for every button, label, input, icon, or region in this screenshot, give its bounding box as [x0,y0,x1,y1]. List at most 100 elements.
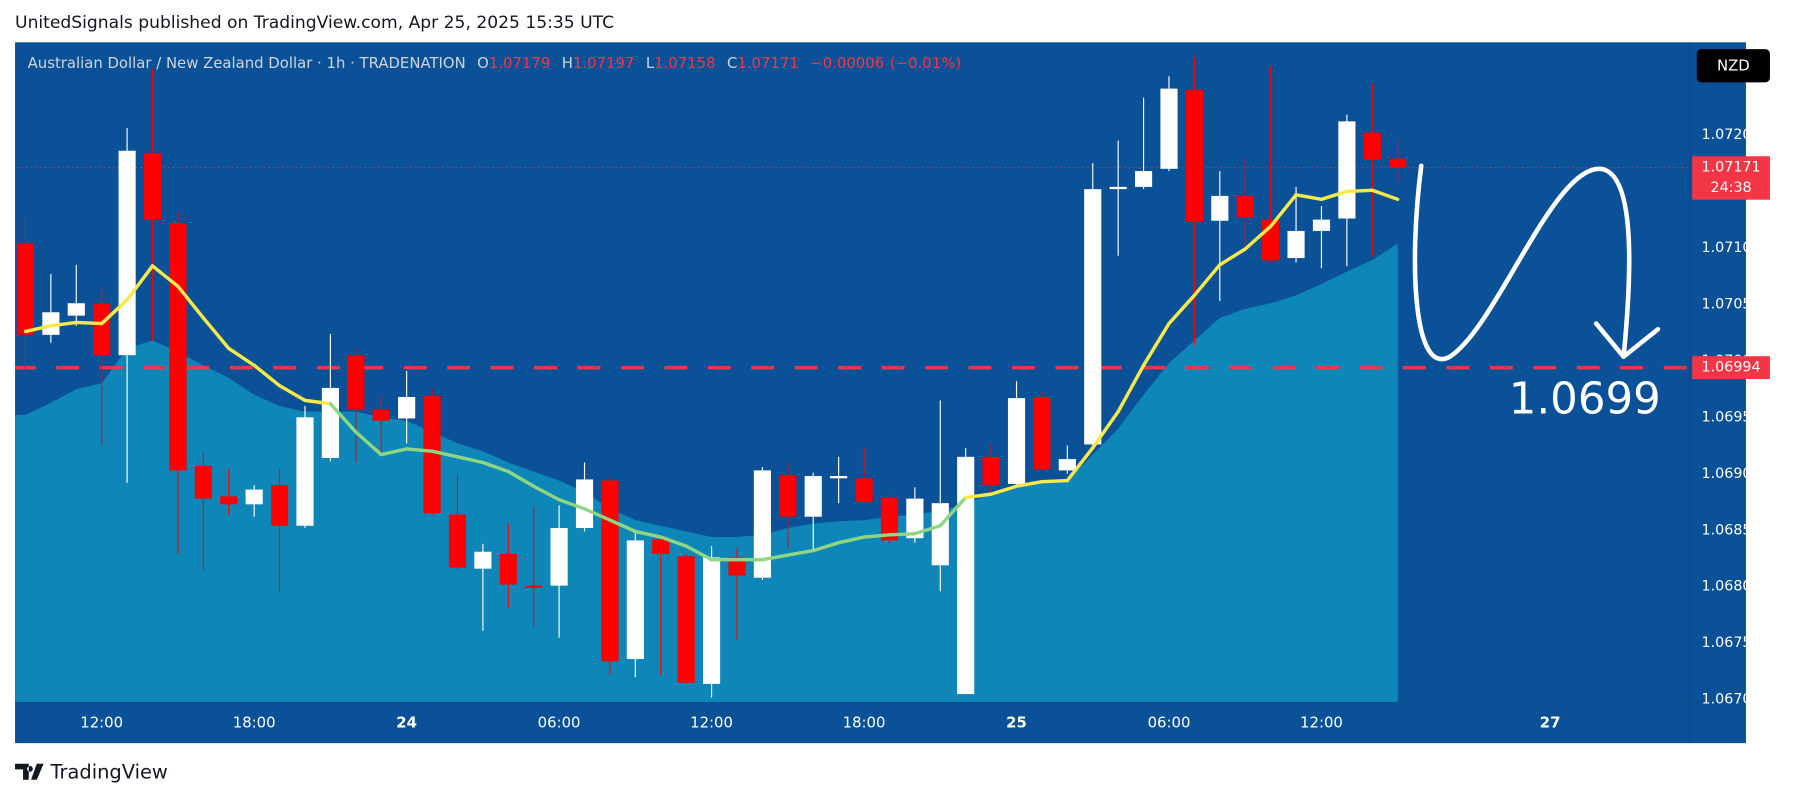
ma-line [201,316,231,351]
ma-line [74,320,104,326]
candle-body [1033,396,1051,470]
candle-body [1236,195,1254,218]
ma-line [633,529,663,539]
logo-icon [15,763,44,780]
ma-line [430,449,460,459]
last-price-label: 1.07171 [1702,160,1761,176]
candle-body [1389,158,1407,168]
ma-line [1319,189,1349,202]
x-tick-label: 25 [1006,714,1027,732]
ma-line [786,548,815,557]
candle-body [906,498,924,539]
currency-badge [1696,49,1770,83]
logo-text: TradingView [49,760,167,783]
ma-line [125,264,155,302]
candle-body [652,539,670,554]
x-tick-label: 12:00 [80,714,123,732]
plot-area [15,56,1690,702]
candle-body [703,557,721,684]
candle-body [880,497,899,541]
ma-line [277,383,307,403]
ma-line [1116,363,1146,414]
candle-body [321,387,339,458]
ma-line [1294,193,1324,202]
candle-body [423,395,441,514]
candle-body [448,514,467,568]
x-tick-label: 24 [396,714,417,732]
y-tick-label: 1.06900 [1702,466,1761,482]
candle-body [93,303,111,356]
candle-body [42,312,60,335]
candle-body [1211,195,1229,221]
candle-body [1185,89,1203,222]
candle-body [601,480,619,662]
ma-area [15,243,1398,702]
ma-line [1065,446,1095,483]
ma-line [608,518,638,534]
candle-body [1084,189,1102,445]
tradingview-logo: TradingView [15,760,168,783]
ma-line [1268,193,1298,229]
x-tick-label: 27 [1540,714,1561,732]
ma-line [227,346,256,368]
candle-body [245,489,263,505]
ma-line [557,498,587,511]
ma-line [455,455,485,465]
x-tick-label: 06:00 [1148,714,1191,732]
ma-line [354,430,383,457]
symbol-legend: Australian Dollar / New Zealand Dollar ·… [28,54,962,72]
y-tick-label: 1.06800 [1702,579,1761,595]
candle-body [550,528,568,586]
candle-body [1160,88,1178,169]
candle-body [1287,230,1305,259]
y-tick-label: 1.06750 [1702,635,1761,651]
ma-line [938,495,968,528]
legend-value: 1.07171 [737,54,798,72]
candle-body [296,417,314,526]
ma-line [1345,188,1374,194]
candle-body [957,456,975,695]
legend-letter: L [646,54,655,72]
drawn-arrow [1412,163,1632,362]
candle-body [194,465,212,499]
price-annotation: 1.0699 [1509,374,1661,424]
ma-line [49,320,78,328]
candle-body [16,243,35,335]
candle-body [67,303,85,316]
ma-line [582,507,612,522]
ma-line [1141,321,1171,368]
ma-line [659,535,688,548]
legend-value: 1.07158 [654,54,715,72]
last-price-box [1692,156,1770,200]
candle-body [1109,186,1127,190]
legend-change-pct: (−0.01%) [890,54,961,72]
legend-letter: H [562,54,573,72]
candle-body [347,355,365,410]
legend-value: 1.07179 [489,54,550,72]
y-tick-label: 1.06700 [1702,692,1761,708]
legend-change: −0.00006 [810,54,884,72]
x-tick-label: 12:00 [1300,714,1343,732]
candle-body [118,150,136,356]
candle-body [753,470,771,578]
ma-line [836,535,866,545]
ma-line [989,484,1019,496]
candle-body [626,540,644,660]
candle-body [372,409,390,421]
ma-line [176,284,206,320]
candle-body [143,152,162,220]
candle-body [677,556,695,683]
ma-line [684,544,714,562]
ma-line [1370,188,1400,202]
publisher-line: UnitedSignals published on TradingView.c… [15,13,614,33]
overlay: 1.06700 1.06750 1.06800 1.06850 1.06900 1.069… [28,54,1770,732]
countdown-label: 24:38 [1711,180,1752,196]
x-tick-label: 18:00 [843,714,886,732]
ma-line [150,264,180,289]
candle-body [779,474,797,517]
x-tick-label: 18:00 [233,714,276,732]
level-price-label: 1.06994 [1702,360,1761,376]
ma-line [913,524,942,536]
candle-body [1135,171,1153,187]
ma-line [252,363,282,388]
